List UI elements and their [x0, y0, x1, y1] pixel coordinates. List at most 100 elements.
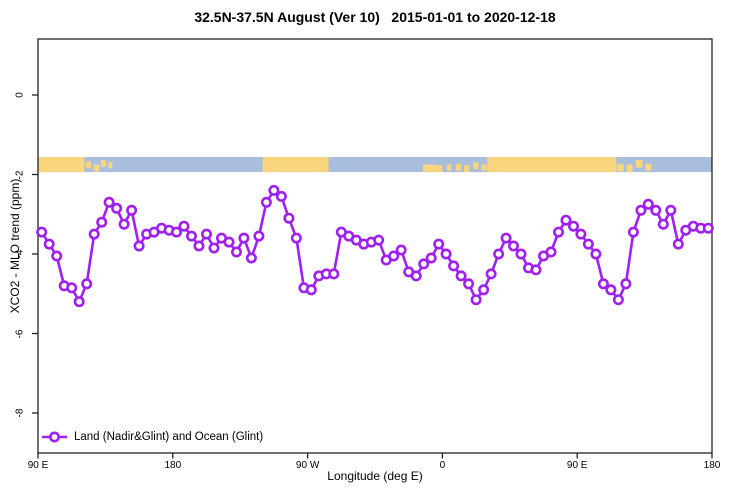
data-point: [560, 214, 572, 226]
data-point: [425, 252, 437, 264]
map-strip-land-patch: [455, 163, 462, 171]
data-point: [133, 240, 145, 252]
data-point: [650, 204, 662, 216]
data-point: [620, 278, 632, 290]
y-tick-label: 0: [14, 92, 26, 98]
data-point: [507, 240, 519, 252]
data-point: [515, 248, 527, 260]
y-tick-label: -6: [14, 329, 26, 338]
data-point: [290, 232, 302, 244]
map-strip-land-segment: [38, 157, 85, 173]
data-point: [440, 248, 452, 260]
data-point: [126, 204, 138, 216]
data-point: [305, 284, 317, 296]
data-point: [582, 238, 594, 250]
map-strip-land-patch: [481, 164, 487, 171]
data-point: [597, 278, 609, 290]
data-point: [103, 196, 115, 208]
data-point: [186, 230, 198, 242]
map-strip-land-patch: [616, 163, 624, 172]
data-point: [433, 238, 445, 250]
x-tick-label: 180: [164, 460, 182, 471]
data-point: [201, 228, 213, 240]
data-point: [418, 258, 430, 270]
data-point: [275, 190, 287, 202]
data-point: [193, 240, 205, 252]
data-point: [245, 252, 257, 264]
map-strip-land-patch: [635, 160, 643, 168]
data-point: [627, 226, 639, 238]
data-point: [672, 238, 684, 250]
data-point: [530, 264, 542, 276]
map-strip-land-segment: [262, 157, 329, 173]
y-tick-label: -4: [14, 249, 26, 259]
x-tick-label: 90 W: [295, 460, 320, 471]
data-point: [73, 296, 85, 308]
map-strip-land-patch: [645, 163, 652, 171]
map-strip-land-segment: [487, 157, 617, 173]
data-point: [478, 284, 490, 296]
data-point: [208, 242, 220, 254]
map-strip-land-patch: [626, 164, 633, 173]
map-strip-land-patch: [100, 160, 107, 167]
x-tick-label: 90 E: [566, 460, 588, 471]
data-point: [605, 284, 617, 296]
data-point: [500, 232, 512, 244]
map-strip-land-patch: [434, 165, 443, 173]
y-axis-label: XCO2 - MLO trend (ppm): [8, 178, 22, 314]
data-point: [642, 198, 654, 210]
data-point: [238, 232, 250, 244]
data-point: [470, 294, 482, 306]
x-axis-label: Longitude (deg E): [327, 469, 423, 483]
data-point: [575, 228, 587, 240]
plot-border: [37, 38, 713, 454]
data-point: [545, 246, 557, 258]
legend-marker: [48, 431, 60, 443]
data-point: [455, 270, 467, 282]
map-strip-land-patch: [93, 164, 100, 172]
data-point: [260, 196, 272, 208]
data-point: [590, 248, 602, 260]
data-point: [410, 270, 422, 282]
y-tick-label: -8: [14, 408, 26, 418]
chart-title: 32.5N-37.5N August (Ver 10) 2015-01-01 t…: [194, 9, 556, 25]
data-point: [395, 244, 407, 256]
data-point: [283, 212, 295, 224]
data-point: [552, 226, 564, 238]
data-point: [657, 218, 669, 230]
data-point: [612, 294, 624, 306]
data-point: [88, 228, 100, 240]
map-strip-land-patch: [108, 162, 113, 169]
data-point: [66, 282, 78, 294]
map-strip-land-patch: [422, 164, 435, 173]
data-point: [328, 268, 340, 280]
data-point: [493, 248, 505, 260]
data-point: [96, 216, 108, 228]
data-point: [81, 278, 93, 290]
data-point: [111, 202, 123, 214]
legend-label: Land (Nadir&Glint) and Ocean (Glint): [74, 431, 264, 443]
map-strip-land-patch: [85, 161, 92, 169]
x-tick-label: 0: [439, 460, 446, 471]
x-tick-label: 90 E: [27, 460, 49, 471]
data-point: [388, 250, 400, 262]
data-point: [635, 204, 647, 216]
data-point: [485, 268, 497, 280]
data-point: [118, 218, 130, 230]
map-strip-land-patch: [446, 164, 452, 171]
data-point: [463, 278, 475, 290]
data-point: [253, 230, 265, 242]
data-point: [231, 246, 243, 258]
data-point: [223, 236, 235, 248]
data-point: [665, 204, 677, 216]
data-point: [51, 250, 63, 262]
data-point: [36, 226, 48, 238]
data-point: [178, 220, 190, 232]
data-point: [567, 220, 579, 232]
x-tick-label: 180: [703, 460, 721, 471]
data-point: [171, 226, 183, 238]
data-point: [373, 234, 385, 246]
data-point: [448, 260, 460, 272]
